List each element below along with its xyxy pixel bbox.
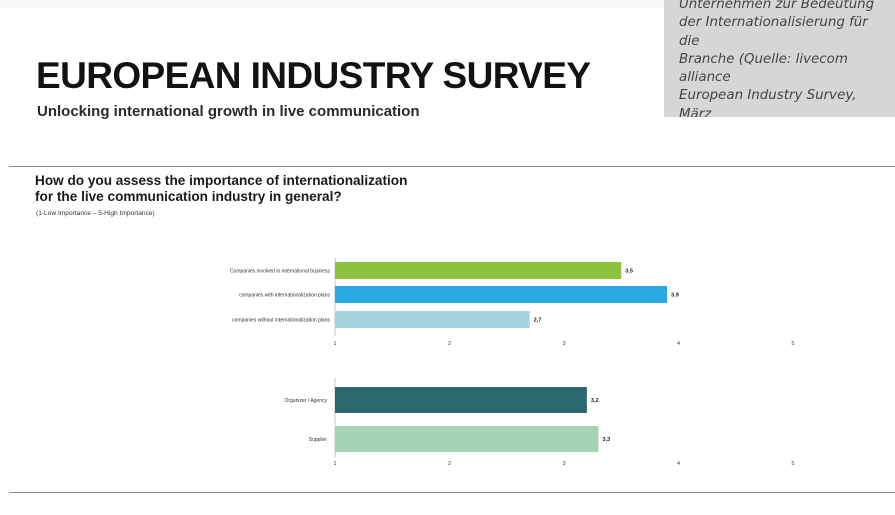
survey-title: EUROPEAN INDUSTRY SURVEY bbox=[36, 55, 591, 96]
x-tick-label: 5 bbox=[791, 341, 794, 347]
survey-subtitle: Unlocking international growth in live c… bbox=[37, 103, 420, 120]
data-label: 3,3 bbox=[602, 437, 610, 443]
scale-note: (1-Low Importance – 5-High Importance) bbox=[36, 210, 155, 217]
image-caption: Unternehmen zur Bedeutung der Internatio… bbox=[679, 0, 875, 117]
x-tick-label: 2 bbox=[448, 461, 451, 467]
bar bbox=[335, 387, 587, 413]
x-tick-label: 4 bbox=[677, 461, 681, 467]
survey-question: How do you assess the importance of inte… bbox=[35, 173, 408, 204]
bar bbox=[335, 311, 530, 328]
top-divider bbox=[9, 166, 895, 167]
image-caption-box: Unternehmen zur Bedeutung der Internatio… bbox=[664, 0, 895, 117]
x-tick-label: 5 bbox=[791, 461, 794, 467]
data-label: 3,2 bbox=[591, 398, 599, 404]
x-tick-label: 1 bbox=[333, 341, 336, 347]
category-label: Companies involved in international busi… bbox=[230, 269, 331, 275]
bar bbox=[335, 286, 668, 303]
bar bbox=[335, 262, 622, 279]
x-tick-label: 1 bbox=[333, 461, 336, 467]
category-label: companies without internationalization p… bbox=[232, 318, 330, 324]
data-label: 2,7 bbox=[534, 318, 542, 324]
x-tick-label: 4 bbox=[677, 341, 681, 347]
data-label: 3,5 bbox=[625, 269, 633, 275]
data-label: 3,9 bbox=[671, 293, 679, 299]
category-label: Supplier bbox=[309, 437, 328, 443]
category-label: companies with internationalization plan… bbox=[239, 293, 330, 299]
category-label: Organizer / Agency bbox=[284, 398, 327, 404]
bar bbox=[335, 426, 599, 452]
x-tick-label: 3 bbox=[562, 341, 565, 347]
x-tick-label: 2 bbox=[448, 341, 451, 347]
slide-top-strip bbox=[0, 0, 895, 8]
bottom-divider bbox=[9, 492, 895, 493]
x-tick-label: 3 bbox=[562, 461, 565, 467]
